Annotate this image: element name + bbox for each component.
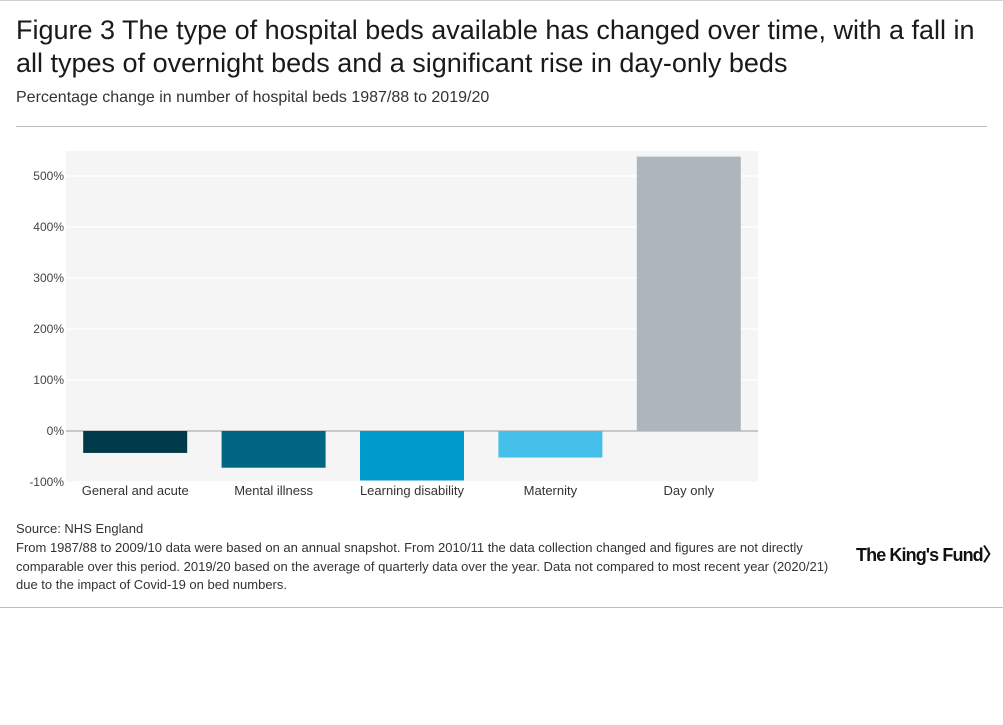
logo-text: The King's Fund [856,545,984,565]
footer-divider [0,607,1003,608]
x-category-label: Maternity [524,483,578,498]
y-tick-label: -100% [29,475,64,489]
x-axis-labels: General and acute Mental illness Learning … [82,483,715,498]
x-category-label: Learning disability [360,483,465,498]
x-category-label: Mental illness [234,483,313,498]
chart-title: Figure 3 The type of hospital beds avail… [16,15,975,78]
y-tick-label: 100% [33,373,64,387]
y-tick-label: 0% [47,424,65,438]
bar-mental-illness [221,431,326,468]
bars [83,156,741,481]
kings-fund-logo: The King's Fund〉 [856,541,1001,567]
chart-subtitle: Percentage change in number of hospital … [16,89,490,106]
y-tick-label: 400% [33,220,64,234]
y-tick-label: 500% [33,169,64,183]
bar-chart: -100% 0% 100% 200% 300% 400% 500% General and … [29,151,758,498]
bar-learning-disability [360,431,464,481]
footnote-text: From 1987/88 to 2009/10 data were based … [16,540,829,592]
bar-day-only [636,156,741,431]
header-divider [16,126,987,127]
top-divider [0,0,1003,1]
x-category-label: Day only [664,483,715,498]
bar-general-and-acute [83,431,188,453]
x-category-label: General and acute [82,483,189,498]
y-axis-ticks: -100% 0% 100% 200% 300% 400% 500% [29,169,64,489]
source-text: Source: NHS England [16,521,144,536]
y-tick-label: 300% [33,271,64,285]
chevron-right-icon: 〉 [982,545,1001,565]
y-tick-label: 200% [33,322,64,336]
bar-maternity [498,431,603,458]
